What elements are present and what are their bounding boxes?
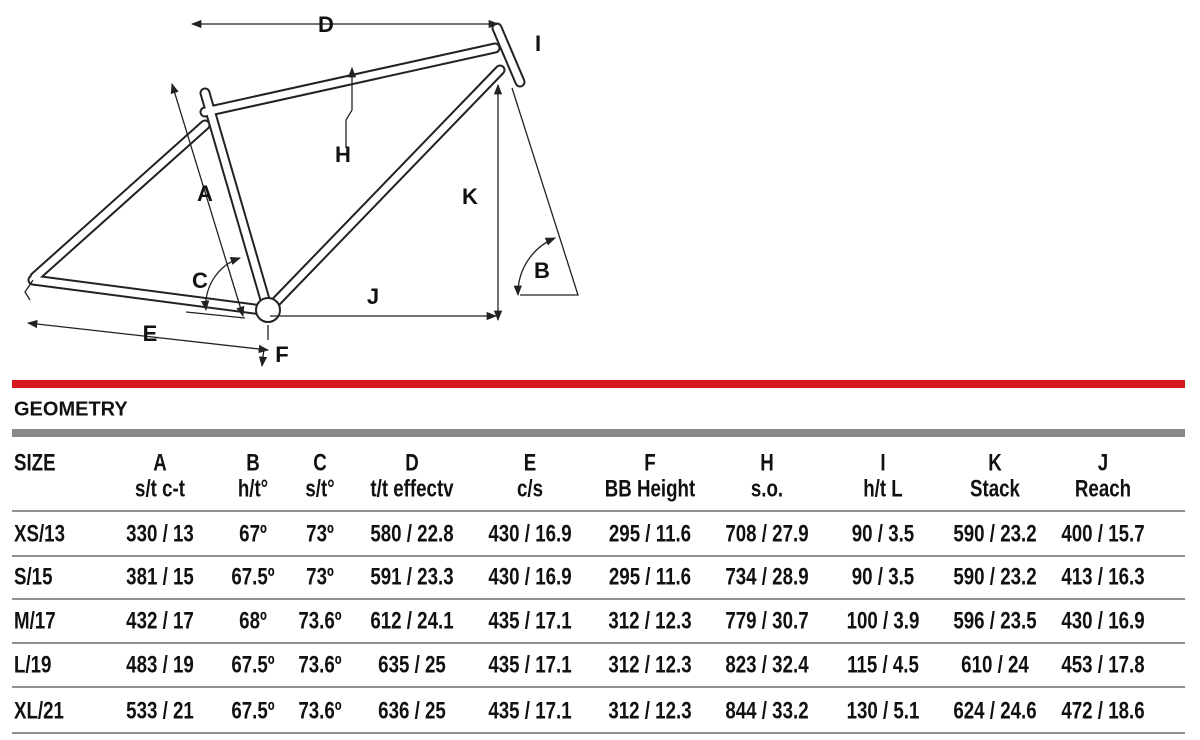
column-label: h/t L — [863, 475, 902, 502]
value-cell: 635 / 25 — [378, 651, 446, 678]
value-cell: 73.6º — [298, 697, 341, 724]
diagram-label: E — [143, 321, 158, 346]
size-cell: XL/21 — [14, 697, 64, 724]
diagram-label: F — [275, 342, 288, 367]
column-label: t/t effectv — [370, 475, 453, 502]
column-label: BB Height — [605, 475, 695, 502]
value-cell: 533 / 21 — [126, 697, 194, 724]
value-cell: 68º — [239, 607, 267, 634]
value-cell: 73º — [306, 520, 334, 547]
diagram-label: H — [335, 142, 351, 167]
value-cell: 590 / 23.2 — [953, 563, 1036, 590]
value-cell: 432 / 17 — [126, 607, 194, 634]
column-letter: E — [524, 449, 536, 476]
size-cell: L/19 — [14, 651, 51, 678]
table-text: SIZE As/t c-t Bh/t° Cs/t° Dt/t effectv Ec/s FB… — [14, 449, 1145, 724]
diagram-label: C — [192, 268, 208, 293]
value-cell: 612 / 24.1 — [370, 607, 453, 634]
frame-diagram: D I H A K C B J E F — [24, 12, 579, 367]
diagram-label: A — [197, 181, 213, 206]
value-cell: 67.5º — [231, 697, 274, 724]
diagram-label: I — [535, 31, 541, 56]
value-cell: 400 / 15.7 — [1061, 520, 1144, 547]
value-cell: 73.6º — [298, 607, 341, 634]
value-cell: 590 / 23.2 — [953, 520, 1036, 547]
diagram-label: D — [318, 12, 334, 37]
value-cell: 430 / 16.9 — [488, 563, 571, 590]
column-label: s.o. — [751, 475, 783, 502]
section-title: GEOMETRY — [14, 398, 128, 420]
column-letter: SIZE — [14, 449, 56, 476]
value-cell: 295 / 11.6 — [609, 563, 691, 590]
value-cell: 453 / 17.8 — [1061, 651, 1144, 678]
value-cell: 312 / 12.3 — [608, 697, 691, 724]
value-cell: 435 / 17.1 — [488, 607, 571, 634]
value-cell: 330 / 13 — [126, 520, 194, 547]
red-rule — [12, 380, 1185, 388]
column-label: s/t° — [305, 475, 334, 502]
value-cell: 591 / 23.3 — [370, 563, 453, 590]
value-cell: 636 / 25 — [378, 697, 446, 724]
column-letter: I — [880, 449, 885, 476]
column-label: Stack — [970, 475, 1020, 502]
value-cell: 67º — [239, 520, 267, 547]
value-cell: 610 / 24 — [961, 651, 1029, 678]
value-cell: 430 / 16.9 — [488, 520, 571, 547]
size-cell: XS/13 — [14, 520, 65, 547]
size-cell: M/17 — [14, 607, 56, 634]
value-cell: 90 / 3.5 — [852, 563, 914, 590]
column-letter: H — [760, 449, 774, 476]
value-cell: 435 / 17.1 — [488, 697, 571, 724]
value-cell: 779 / 30.7 — [725, 607, 808, 634]
column-letter: D — [405, 449, 419, 476]
value-cell: 130 / 5.1 — [847, 697, 920, 724]
column-label: s/t c-t — [135, 475, 185, 502]
column-letter: C — [313, 449, 327, 476]
value-cell: 90 / 3.5 — [852, 520, 914, 547]
column-letter: B — [246, 449, 260, 476]
column-label: Reach — [1075, 475, 1131, 502]
column-label: h/t° — [238, 475, 268, 502]
value-cell: 100 / 3.9 — [847, 607, 920, 634]
column-letter: A — [153, 449, 167, 476]
gray-rule — [12, 429, 1185, 437]
value-cell: 430 / 16.9 — [1061, 607, 1144, 634]
value-cell: 734 / 28.9 — [725, 563, 808, 590]
column-letter: F — [644, 449, 655, 476]
diagram-label: J — [367, 284, 379, 309]
column-letter: K — [988, 449, 1002, 476]
value-cell: 483 / 19 — [126, 651, 194, 678]
diagram-label: B — [534, 258, 550, 283]
value-cell: 295 / 11.6 — [609, 520, 691, 547]
value-cell: 596 / 23.5 — [953, 607, 1036, 634]
value-cell: 823 / 32.4 — [725, 651, 808, 678]
value-cell: 381 / 15 — [126, 563, 194, 590]
value-cell: 844 / 33.2 — [725, 697, 808, 724]
value-cell: 413 / 16.3 — [1061, 563, 1144, 590]
value-cell: 312 / 12.3 — [608, 607, 691, 634]
value-cell: 435 / 17.1 — [488, 651, 571, 678]
value-cell: 580 / 22.8 — [370, 520, 453, 547]
value-cell: 73º — [306, 563, 334, 590]
column-letter: J — [1098, 449, 1108, 476]
value-cell: 115 / 4.5 — [847, 651, 919, 678]
diagram-label: K — [462, 184, 478, 209]
size-cell: S/15 — [14, 563, 53, 590]
value-cell: 67.5º — [231, 651, 274, 678]
value-cell: 708 / 27.9 — [725, 520, 808, 547]
column-label: c/s — [517, 475, 543, 502]
value-cell: 624 / 24.6 — [953, 697, 1036, 724]
value-cell: 73.6º — [298, 651, 341, 678]
geometry-table: SIZE As/t c-t Bh/t° Cs/t° Dt/t effectv Ec/s FB… — [12, 449, 1185, 734]
value-cell: 67.5º — [231, 563, 274, 590]
value-cell: 312 / 12.3 — [608, 651, 691, 678]
value-cell: 472 / 18.6 — [1061, 697, 1144, 724]
